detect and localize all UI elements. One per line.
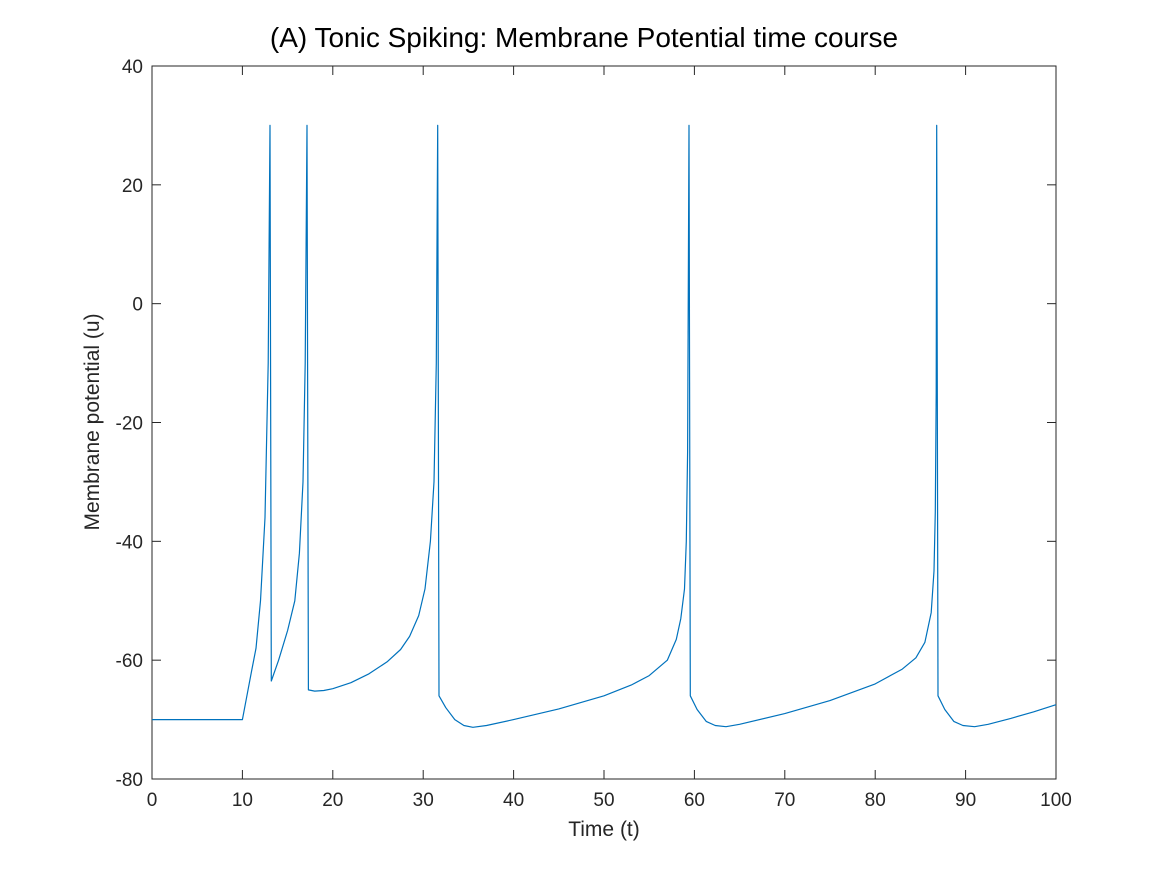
x-tick-label: 70 [774,790,795,811]
y-tick-label: 20 [122,176,143,197]
y-tick-label: -80 [116,770,143,791]
chart-title: (A) Tonic Spiking: Membrane Potential ti… [270,22,898,53]
x-tick-label: 90 [955,790,976,811]
y-tick-label: -60 [116,651,143,672]
y-axis-label: Membrane potential (u) [81,313,104,530]
x-tick-label: 40 [503,790,524,811]
x-tick-label: 50 [593,790,614,811]
x-tick-label: 100 [1040,790,1072,811]
y-tick-label: -20 [116,414,143,435]
x-tick-label: 60 [684,790,705,811]
y-tick-label: -40 [116,532,143,553]
x-tick-label: 10 [232,790,253,811]
x-tick-label: 20 [322,790,343,811]
x-axis-label: Time (t) [568,818,640,841]
plot-area [152,124,1057,728]
y-tick-label: 40 [122,57,143,78]
y-tick-label: 0 [132,295,143,316]
axis-ticks: 0 10 20 30 40 50 60 70 80 90 100 -80 -60 -40 -20 0 20 40 [116,57,1072,811]
plot-frame [151,65,1057,780]
x-tick-label: 80 [865,790,886,811]
x-tick-label: 30 [413,790,434,811]
x-tick-label: 0 [147,790,158,811]
series-line-0 [152,124,1057,728]
